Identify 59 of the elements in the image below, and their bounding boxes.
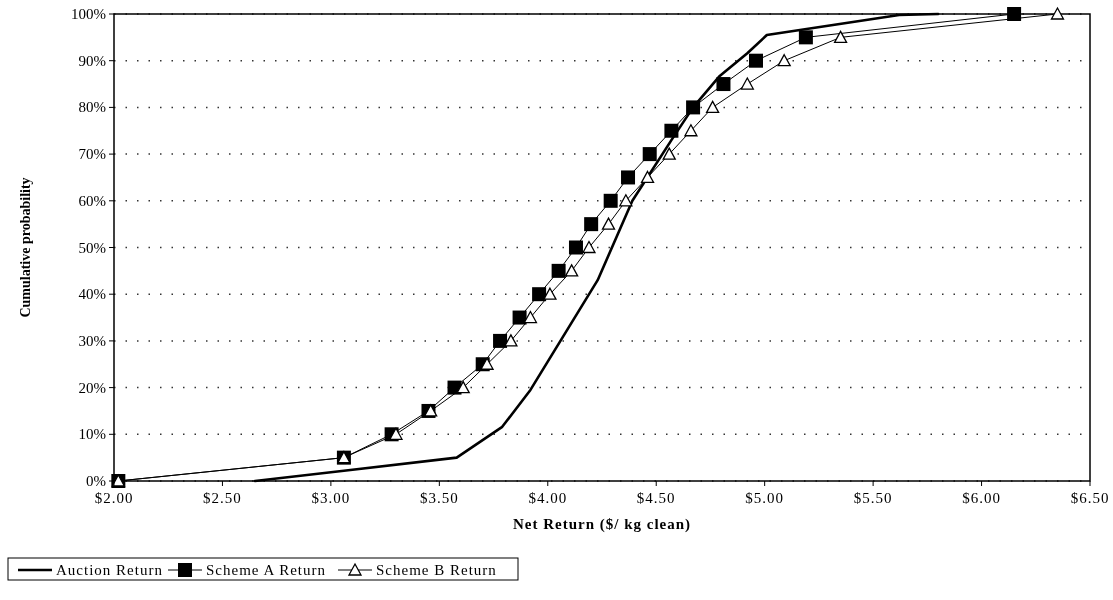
point — [532, 287, 547, 302]
y-axis-title: Cumulative probability — [18, 177, 33, 318]
legend-label: Scheme A Return — [206, 562, 326, 578]
point — [480, 357, 494, 370]
point — [564, 264, 579, 277]
point — [584, 217, 599, 232]
point — [740, 77, 754, 90]
y-tick-label: 0% — [86, 473, 106, 489]
y-tick-label: 90% — [78, 52, 106, 69]
point — [601, 217, 616, 230]
x-tick-label: $6.50 — [1070, 490, 1110, 506]
point — [1050, 7, 1065, 20]
point — [686, 100, 701, 115]
point — [504, 334, 518, 347]
point — [512, 310, 527, 325]
point — [716, 77, 731, 92]
point — [684, 124, 698, 137]
point — [662, 147, 676, 160]
point — [603, 193, 618, 208]
point — [543, 287, 557, 300]
point — [748, 53, 763, 68]
y-tick-label: 30% — [78, 332, 106, 349]
point — [642, 147, 657, 162]
point — [664, 123, 679, 138]
x-tick-label: $3.50 — [419, 490, 459, 506]
y-tick-label: 80% — [78, 99, 106, 116]
x-axis-title: Net Return ($/ kg clean) — [512, 516, 692, 533]
y-tick-label: 50% — [78, 239, 106, 256]
point — [621, 170, 636, 185]
point — [493, 333, 508, 348]
point — [551, 263, 566, 278]
point — [833, 30, 848, 43]
x-tick-label: $5.00 — [745, 490, 785, 506]
point — [1007, 7, 1022, 21]
point — [777, 54, 791, 67]
point — [640, 170, 655, 184]
x-tick-label: $6.00 — [962, 490, 1001, 506]
point — [798, 30, 813, 45]
legend-label: Scheme B Return — [376, 562, 497, 578]
point — [619, 194, 633, 207]
point — [582, 240, 596, 254]
x-tick-label: $4.00 — [528, 490, 568, 506]
x-tick-label: $4.50 — [636, 490, 676, 506]
x-tick-label: $5.50 — [853, 490, 893, 506]
point — [523, 310, 538, 324]
x-tick-label: $2.50 — [203, 490, 242, 506]
y-tick-label: 70% — [78, 146, 106, 163]
point — [389, 427, 403, 440]
y-tick-label: 10% — [78, 426, 106, 443]
point — [568, 240, 583, 255]
point — [456, 380, 470, 394]
y-tick-label: 100% — [71, 6, 106, 22]
y-tick-label: 60% — [78, 192, 106, 209]
y-tick-label: 40% — [78, 286, 106, 303]
x-tick-label: $3.00 — [311, 490, 351, 506]
point — [705, 100, 720, 114]
x-tick-label: $2.00 — [94, 490, 134, 506]
y-tick-label: 20% — [78, 379, 106, 396]
legend-label: Auction Return — [56, 562, 163, 578]
